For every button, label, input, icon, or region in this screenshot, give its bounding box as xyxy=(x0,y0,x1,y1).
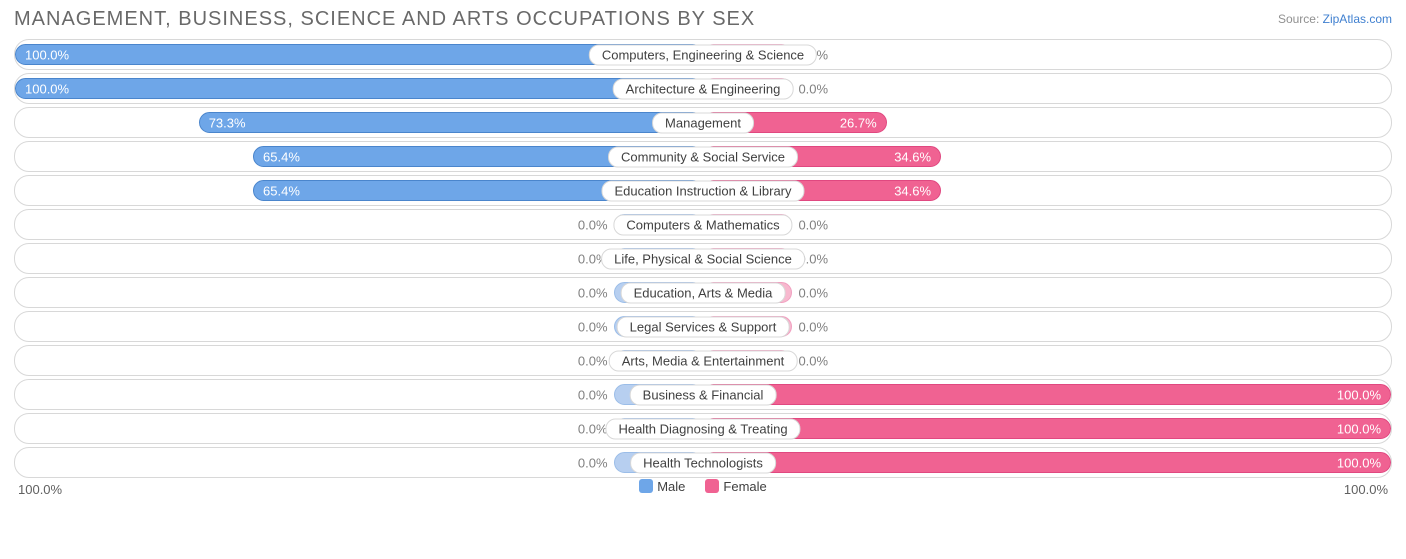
female-pct: 34.6% xyxy=(894,183,931,198)
row-label: Architecture & Engineering xyxy=(613,78,794,99)
legend-item-male: Male xyxy=(639,479,685,494)
female-pct: 0.0% xyxy=(798,353,828,368)
row-label: Health Diagnosing & Treating xyxy=(605,418,800,439)
row-label: Education, Arts & Media xyxy=(621,282,786,303)
chart-header: MANAGEMENT, BUSINESS, SCIENCE AND ARTS O… xyxy=(14,8,1392,31)
legend-label-male: Male xyxy=(657,479,685,494)
male-pct: 0.0% xyxy=(578,455,608,470)
chart-row: 100.0% 0.0% Architecture & Engineering xyxy=(14,73,1392,104)
female-pct: 100.0% xyxy=(1337,421,1381,436)
chart-row: 0.0% 0.0% Legal Services & Support xyxy=(14,311,1392,342)
chart-row: 73.3% 26.7% Management xyxy=(14,107,1392,138)
axis-right-label: 100.0% xyxy=(1344,482,1388,497)
chart-row: 0.0% 0.0% Computers & Mathematics xyxy=(14,209,1392,240)
legend: Male Female xyxy=(14,479,1392,494)
male-pct: 0.0% xyxy=(578,319,608,334)
male-pct: 65.4% xyxy=(263,183,300,198)
male-pct: 0.0% xyxy=(578,387,608,402)
female-pct: 100.0% xyxy=(1337,387,1381,402)
male-bar xyxy=(15,78,703,99)
female-pct: 100.0% xyxy=(1337,455,1381,470)
female-pct: 0.0% xyxy=(798,285,828,300)
male-pct: 0.0% xyxy=(578,353,608,368)
swatch-male xyxy=(639,479,653,493)
row-label: Health Technologists xyxy=(630,452,776,473)
male-pct: 0.0% xyxy=(578,285,608,300)
chart-row: 65.4% 34.6% Education Instruction & Librar… xyxy=(14,175,1392,206)
chart-rows: 100.0% 0.0% Computers, Engineering & Scien… xyxy=(14,39,1392,478)
female-pct: 34.6% xyxy=(894,149,931,164)
row-label: Education Instruction & Library xyxy=(601,180,804,201)
female-pct: 0.0% xyxy=(798,81,828,96)
chart-row: 0.0% 0.0% Education, Arts & Media xyxy=(14,277,1392,308)
axis-left-label: 100.0% xyxy=(18,482,62,497)
female-pct: 26.7% xyxy=(840,115,877,130)
source-link[interactable]: ZipAtlas.com xyxy=(1323,12,1392,26)
male-pct: 100.0% xyxy=(25,47,69,62)
row-label: Computers & Mathematics xyxy=(613,214,792,235)
chart-row: 0.0% 100.0% Business & Financial xyxy=(14,379,1392,410)
chart-row: 0.0% 100.0% Health Diagnosing & Treating xyxy=(14,413,1392,444)
male-bar xyxy=(199,112,703,133)
row-label: Legal Services & Support xyxy=(617,316,790,337)
chart-row: 100.0%0.0%Computers, Engineering & Scien… xyxy=(14,39,1392,70)
row-label: Arts, Media & Entertainment xyxy=(609,350,798,371)
chart-row: 0.0% 100.0% Health Technologists xyxy=(14,447,1392,478)
chart-row: 0.0% 0.0%Arts, Media & Entertainment xyxy=(14,345,1392,376)
male-pct: 0.0% xyxy=(578,217,608,232)
row-label: Business & Financial xyxy=(630,384,777,405)
swatch-female xyxy=(705,479,719,493)
row-label: Management xyxy=(652,112,754,133)
row-label: Computers, Engineering & Science xyxy=(589,44,817,65)
male-pct: 65.4% xyxy=(263,149,300,164)
female-bar xyxy=(703,418,1391,439)
source-prefix: Source: xyxy=(1278,12,1323,26)
legend-item-female: Female xyxy=(705,479,766,494)
female-pct: 0.0% xyxy=(798,319,828,334)
legend-label-female: Female xyxy=(723,479,766,494)
male-pct: 100.0% xyxy=(25,81,69,96)
row-label: Community & Social Service xyxy=(608,146,798,167)
chart-row: 0.0%0.0%Life, Physical & Social Science xyxy=(14,243,1392,274)
row-label: Life, Physical & Social Science xyxy=(601,248,805,269)
male-pct: 0.0% xyxy=(578,421,608,436)
chart-title: MANAGEMENT, BUSINESS, SCIENCE AND ARTS O… xyxy=(14,8,755,31)
male-pct: 73.3% xyxy=(209,115,246,130)
chart-source: Source: ZipAtlas.com xyxy=(1278,8,1392,26)
female-pct: 0.0% xyxy=(798,217,828,232)
female-bar xyxy=(703,384,1391,405)
chart-row: 65.4% 34.6% Community & Social Service xyxy=(14,141,1392,172)
female-bar xyxy=(703,452,1391,473)
